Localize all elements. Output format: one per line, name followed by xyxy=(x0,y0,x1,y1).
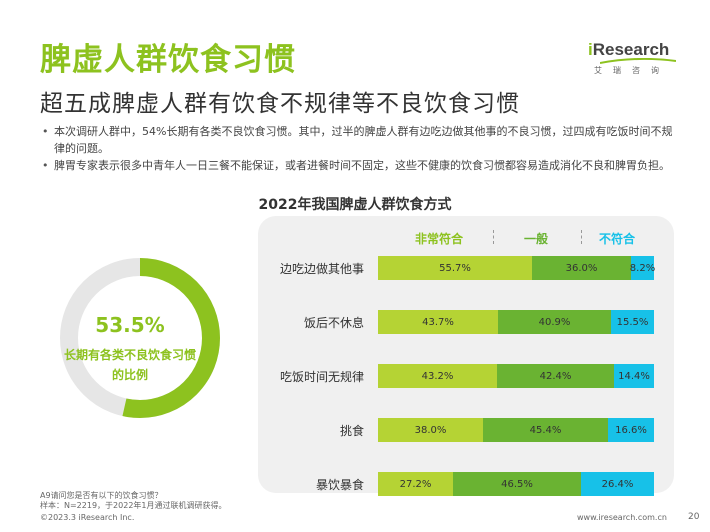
category-label: 挑食 xyxy=(339,424,364,438)
bar-value-label: 43.7% xyxy=(422,316,454,328)
bar-value-label: 45.4% xyxy=(529,424,562,436)
bar-segment-neutral: 45.4% xyxy=(483,418,608,442)
bar-row: 55.7% 36.0% 8.2% xyxy=(378,256,656,280)
donut-value: 53.5% xyxy=(95,313,165,337)
page-number: 20 xyxy=(688,512,700,522)
bar-value-label: 46.5% xyxy=(501,478,533,490)
chart-title: 2022年我国脾虚人群饮食方式 xyxy=(258,197,452,213)
bar-segment-neutral: 42.4% xyxy=(497,364,614,388)
bar-value-label: 43.2% xyxy=(421,370,454,382)
bar-segment-no: 15.5% xyxy=(611,310,654,334)
bar-segment-neutral: 46.5% xyxy=(453,472,581,496)
bar-segment-no: 8.2% xyxy=(629,256,656,280)
category-label: 吃饭时间无规律 xyxy=(279,370,364,384)
bar-value-label: 26.4% xyxy=(601,478,634,490)
footnote-question: A9请问您是否有以下的饮食习惯？ xyxy=(40,491,163,500)
donut-label: 长期有各类不良饮食习惯的比例 xyxy=(63,348,196,382)
legend-divider xyxy=(493,230,494,244)
bar-row: 38.0% 45.4% 16.6% xyxy=(378,418,654,442)
category-label: 暴饮暴食 xyxy=(315,478,364,492)
footer-copyright: ©2023.3 iResearch Inc. xyxy=(40,513,135,522)
legend-divider xyxy=(581,230,582,244)
bar-segment-very: 55.7% xyxy=(378,256,532,280)
bar-segment-very: 43.2% xyxy=(378,364,497,388)
summary-bullets: 本次调研人群中，54%长期有各类不良饮食习惯。其中，过半的脾虚人群有边吃边做其他… xyxy=(40,124,676,176)
bullet-item: 脾胃专家表示很多中青年人一日三餐不能保证，或者进餐时间不固定，这些不健康的饮食习… xyxy=(40,158,676,175)
page-subtitle: 超五成脾虚人群有饮食不规律等不良饮食习惯 xyxy=(40,91,520,117)
bar-segment-neutral: 40.9% xyxy=(498,310,611,334)
legend-item-no: 不符合 xyxy=(599,232,636,246)
bar-value-label: 8.2% xyxy=(629,262,656,274)
bar-value-label: 55.7% xyxy=(439,262,471,274)
footnote: A9请问您是否有以下的饮食习惯？ 样本：N=2219，于2022年1月通过联机调… xyxy=(40,491,227,511)
bar-segment-very: 27.2% xyxy=(378,472,453,496)
logo-wordmark: iResearch xyxy=(588,40,670,59)
legend-item-very: 非常符合 xyxy=(415,232,464,246)
category-label: 边吃边做其他事 xyxy=(279,262,364,276)
bar-value-label: 15.5% xyxy=(616,316,649,328)
bar-segment-very: 43.7% xyxy=(378,310,498,334)
iresearch-logo: iResearch 艾瑞咨询 xyxy=(588,38,676,80)
donut-arc xyxy=(60,258,220,418)
bar-row: 43.7% 40.9% 15.5% xyxy=(378,310,654,334)
donut-chart xyxy=(60,258,220,418)
bar-value-label: 36.0% xyxy=(565,262,598,274)
bar-segment-neutral: 36.0% xyxy=(532,256,631,280)
bar-row: 27.2% 46.5% 26.4% xyxy=(378,472,654,496)
bar-segment-no: 26.4% xyxy=(581,472,654,496)
bar-value-label: 40.9% xyxy=(538,316,571,328)
page-title: 脾虚人群饮食习惯 xyxy=(40,42,296,78)
bar-value-label: 14.4% xyxy=(618,370,650,382)
bar-value-label: 27.2% xyxy=(399,478,432,490)
bullet-item: 本次调研人群中，54%长期有各类不良饮食习惯。其中，过半的脾虚人群有边吃边做其他… xyxy=(40,124,676,157)
logo-subtitle: 艾瑞咨询 xyxy=(594,66,670,75)
legend-item-neutral: 一般 xyxy=(524,232,549,246)
bar-value-label: 38.0% xyxy=(414,424,447,436)
bar-segment-very: 38.0% xyxy=(378,418,483,442)
bar-value-label: 16.6% xyxy=(615,424,647,436)
bar-row: 43.2% 42.4% 14.4% xyxy=(378,364,654,388)
category-label: 饭后不休息 xyxy=(303,316,364,330)
logo-swoosh-icon xyxy=(600,58,676,64)
footer-site: www.iresearch.com.cn xyxy=(577,513,667,522)
bar-segment-no: 16.6% xyxy=(608,418,654,442)
bar-segment-no: 14.4% xyxy=(614,364,654,388)
bar-value-label: 42.4% xyxy=(539,370,572,382)
footnote-sample: 样本：N=2219，于2022年1月通过联机调研获得。 xyxy=(40,501,227,510)
